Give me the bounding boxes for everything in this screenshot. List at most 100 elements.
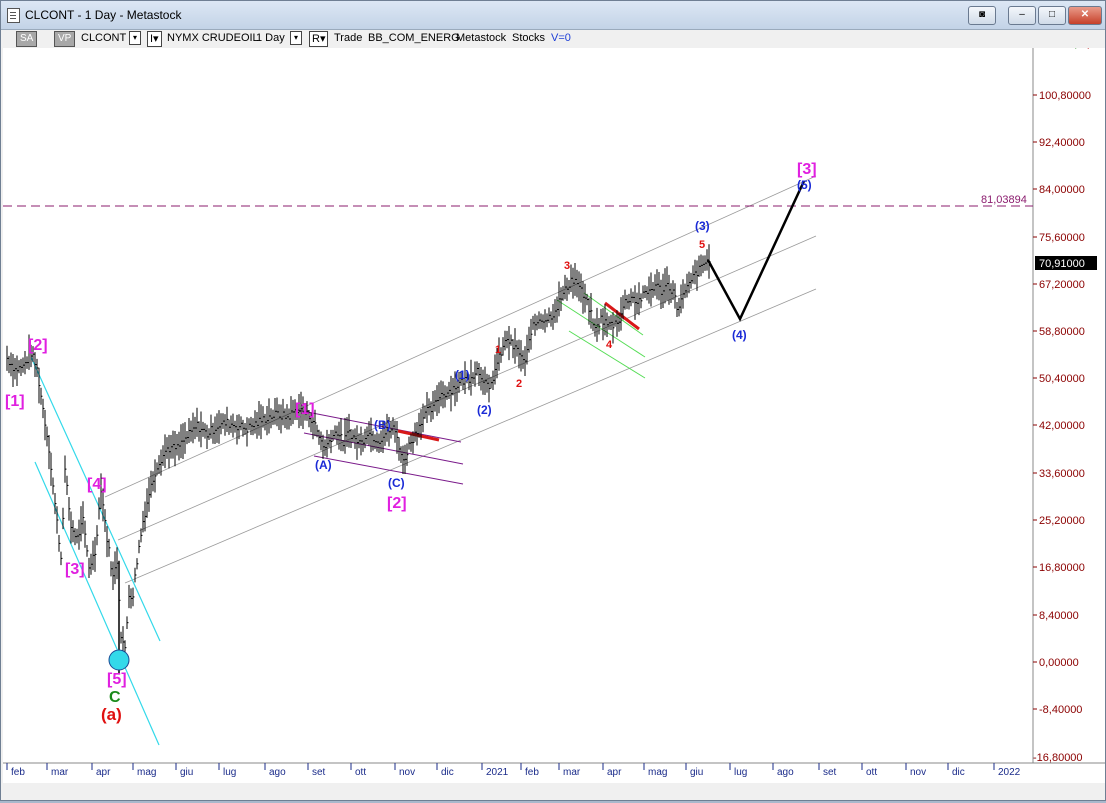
- x-tick-label: 2021: [486, 767, 509, 778]
- y-tick-label: 75,60000: [1039, 232, 1085, 244]
- sa-button[interactable]: SA: [16, 31, 38, 47]
- y-tick-label: 33,60000: [1039, 468, 1085, 480]
- wave-label-3-int: (3): [695, 219, 710, 233]
- x-tick-label: mag: [648, 767, 667, 778]
- x-tick-label: apr: [96, 767, 111, 778]
- list-label: BB_COM_ENERG: [368, 32, 460, 44]
- x-axis-area: [3, 763, 1105, 783]
- last-price-badge: [1035, 256, 1097, 270]
- x-tick-label: lug: [223, 767, 236, 778]
- volume-label: V=0: [551, 32, 571, 44]
- wave-label-c: C: [109, 689, 121, 706]
- abc-upper-line: [296, 409, 462, 443]
- x-tick-label: apr: [607, 767, 622, 778]
- wave-label-B: (B): [374, 418, 391, 432]
- y-tick-label: 100,80000: [1039, 90, 1091, 102]
- title-bar: CLCONT - 1 Day - Metastock ◙ – □ ✕: [1, 1, 1105, 30]
- y-tick-label: -16,80000: [1033, 752, 1083, 764]
- breakout-line-2: [604, 301, 640, 331]
- y-tick-label: -8,40000: [1039, 704, 1082, 716]
- x-tick-label: mar: [51, 767, 69, 778]
- source-label: Metastock: [456, 32, 507, 44]
- x-tick-label: ott: [355, 767, 366, 778]
- x-tick-label: nov: [910, 767, 926, 778]
- instrument-description: NYMX CRUDEOIL: [167, 32, 259, 44]
- wave-label-2-new: [2]: [387, 495, 407, 512]
- price-chart[interactable]: 100,80000 92,40000 84,00000 75,60000 67,…: [1, 35, 1105, 800]
- minimize-button[interactable]: –: [1008, 6, 1036, 25]
- plot-area: [3, 48, 1033, 763]
- y-tick-label: 25,20000: [1039, 515, 1085, 527]
- restore-down-button[interactable]: ◙: [968, 6, 996, 25]
- wave-label-2-int: (2): [477, 403, 492, 417]
- channel-middle-line: [117, 235, 817, 541]
- wave-label-3-major: [3]: [65, 561, 85, 578]
- x-tick-label: mar: [563, 767, 581, 778]
- subwave-label-2: 2: [516, 378, 522, 390]
- y-tick-label: 67,20000: [1039, 279, 1085, 291]
- x-tick-label: dic: [952, 767, 965, 778]
- subwave-label-4: 4: [606, 339, 613, 351]
- y-tick-label: 0,00000: [1039, 657, 1079, 669]
- y-tick-label: 50,40000: [1039, 373, 1085, 385]
- decline-upper-line: [30, 356, 161, 642]
- interval-label[interactable]: 1 Day: [256, 32, 285, 44]
- y-axis-area: [1033, 48, 1105, 763]
- projection-path: [706, 180, 806, 322]
- x-tick-label: ott: [866, 767, 877, 778]
- subwave-label-3: 3: [564, 260, 570, 272]
- indicator-dropdown[interactable]: I▾: [147, 31, 162, 47]
- y-tick-label: 16,80000: [1039, 562, 1085, 574]
- x-tick-label: giu: [690, 767, 703, 778]
- x-tick-label: ago: [777, 767, 794, 778]
- x-tick-label: lug: [734, 767, 747, 778]
- x-tick-label: giu: [180, 767, 193, 778]
- y-tick-labels: 100,80000 92,40000 84,00000 75,60000 67,…: [1033, 90, 1091, 764]
- wave-label-1-int: (1): [455, 368, 470, 382]
- maximize-button[interactable]: □: [1038, 6, 1066, 25]
- interval-dropdown[interactable]: ▾: [290, 31, 302, 45]
- y-tick-label: 84,00000: [1039, 184, 1085, 196]
- wave-label-4-major: [4]: [87, 476, 107, 493]
- x-tick-labels: feb mar apr mag giu lug ago set ott nov …: [11, 767, 1021, 778]
- x-tick-label: feb: [525, 767, 539, 778]
- wave-label-2-major: [2]: [28, 337, 48, 354]
- wave4-middle-line: [556, 299, 646, 358]
- subwave-label-5: 5: [699, 239, 705, 251]
- hline-value-label: 81,03894: [981, 194, 1027, 206]
- last-price-label: 70,91000: [1039, 258, 1085, 270]
- category-label: Stocks: [512, 32, 546, 44]
- x-tick-label: dic: [441, 767, 454, 778]
- subwave-label-1: 1: [495, 344, 501, 356]
- mode-label: Trade: [334, 32, 363, 44]
- channel-lower-line: [124, 288, 817, 584]
- low-marker[interactable]: [108, 649, 130, 671]
- wave-label-A: (A): [315, 458, 332, 472]
- wave-label-4-int: (4): [732, 328, 747, 342]
- wave-labels: [2] [1] [4] [3] [5] C (a) [1] (A) (B) (C…: [5, 161, 817, 724]
- price-bars: [6, 244, 711, 674]
- x-tick-label: feb: [11, 767, 25, 778]
- symbol-label[interactable]: CLCONT: [81, 32, 127, 44]
- document-icon: [7, 8, 20, 23]
- close-button[interactable]: ✕: [1068, 6, 1102, 25]
- decline-channel: [30, 356, 161, 746]
- wave-label-C: (C): [388, 476, 405, 490]
- chart-canvas[interactable]: 100,80000 92,40000 84,00000 75,60000 67,…: [1, 35, 1105, 800]
- y-tick-label: 92,40000: [1039, 137, 1085, 149]
- r-dropdown[interactable]: R▾: [309, 31, 329, 47]
- x-tick-label: set: [312, 767, 326, 778]
- channel-upper-line: [104, 175, 817, 498]
- vp-button[interactable]: VP: [54, 31, 76, 47]
- x-tick-label: nov: [399, 767, 415, 778]
- wave-label-3-target: [3]: [797, 161, 817, 178]
- x-tick-label: mag: [137, 767, 156, 778]
- x-tick-label: set: [823, 767, 837, 778]
- x-ticks: [6, 763, 995, 770]
- symbol-dropdown[interactable]: ▾: [129, 31, 141, 45]
- wave4-lower-line: [568, 330, 646, 379]
- y-ticks: [1033, 94, 1037, 710]
- chart-toolbar: SA VP CLCONT ▾ I▾ NYMX CRUDEOIL 1 Day ▾ …: [1, 30, 1105, 48]
- wave-label-5-int: (5): [797, 178, 812, 192]
